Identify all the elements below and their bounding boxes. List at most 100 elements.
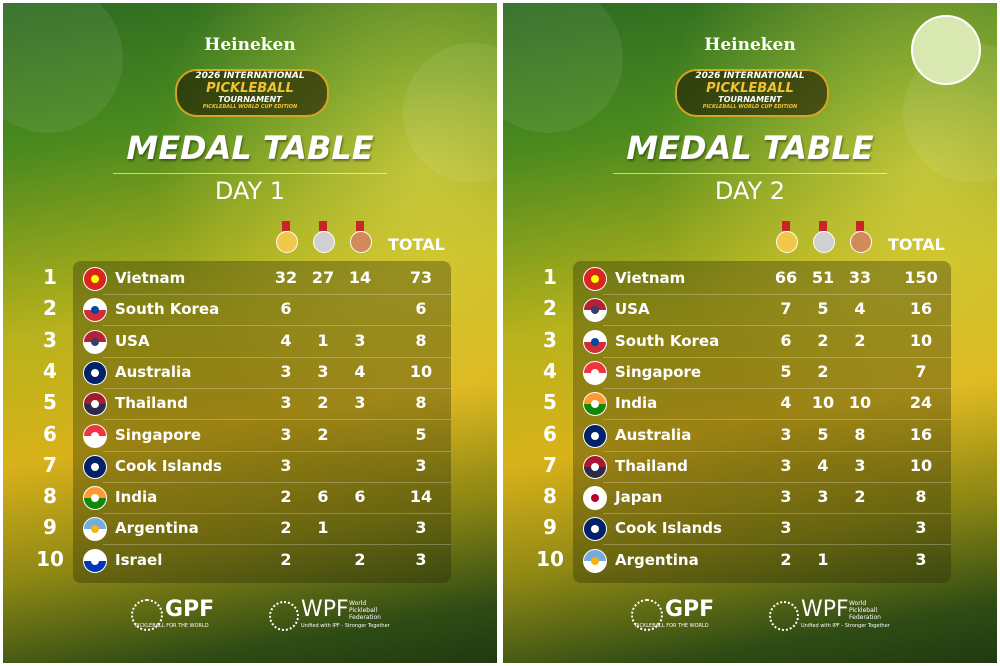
silver-count: 2 <box>317 424 329 444</box>
total-count: 150 <box>904 268 938 287</box>
country: Argentina <box>615 550 699 569</box>
total-count: 3 <box>415 518 427 538</box>
medal-ribbon <box>782 221 790 231</box>
silver-count: 27 <box>311 268 335 287</box>
gold-count: 4 <box>780 393 792 413</box>
medal-ribbon <box>856 221 864 231</box>
rank: 6 <box>43 421 57 446</box>
poster: Heineken 2026 INTERNATIONAL PICKLEBALL TOUR… <box>3 3 497 663</box>
gold-count: 7 <box>780 299 792 319</box>
rank: 3 <box>43 327 57 352</box>
flag <box>583 423 607 448</box>
rank: 7 <box>43 452 57 477</box>
bronze-count: 2 <box>854 330 866 350</box>
total-count: 3 <box>915 518 927 538</box>
flag <box>583 360 607 385</box>
total-count: 10 <box>909 330 933 350</box>
rank: 2 <box>543 296 557 321</box>
bronze-count: 4 <box>854 299 866 319</box>
rank: 4 <box>43 358 57 383</box>
silver-count: 2 <box>317 393 329 413</box>
gpf-logo: GPF <box>165 597 215 622</box>
rank: 9 <box>43 515 57 540</box>
country: USA <box>115 331 150 350</box>
total-count: 3 <box>415 549 427 569</box>
rank: 2 <box>43 296 57 321</box>
wpf-icon <box>769 601 799 631</box>
medal-icon <box>813 231 835 253</box>
silver-count: 1 <box>317 518 329 538</box>
silver-count: 4 <box>817 455 829 475</box>
logo-text: TOURNAMENT <box>718 95 782 104</box>
country: India <box>615 394 658 413</box>
wpf-icon <box>269 601 299 631</box>
silver-count: 1 <box>317 330 329 350</box>
rank: 9 <box>543 515 557 540</box>
total-count: 24 <box>909 393 933 413</box>
medal-icon <box>276 231 298 253</box>
rank: 5 <box>543 390 557 415</box>
row-separator <box>103 544 451 546</box>
brand: Heineken <box>704 35 796 55</box>
rank: 10 <box>536 546 564 571</box>
row-separator <box>603 481 951 483</box>
row-separator <box>603 544 951 546</box>
brand: Heineken <box>204 35 296 55</box>
rank: 5 <box>43 390 57 415</box>
country: Vietnam <box>615 269 686 287</box>
bronze-count: 3 <box>354 330 366 350</box>
silver-count: 10 <box>811 393 835 413</box>
badge <box>911 15 981 85</box>
gold-count: 5 <box>780 361 792 381</box>
poster: Heineken 2026 INTERNATIONAL PICKLEBALL TOUR… <box>503 3 997 663</box>
silver-count: 2 <box>817 361 829 381</box>
medal-icon <box>850 231 872 253</box>
medal-ribbon <box>819 221 827 231</box>
country: Singapore <box>615 362 702 381</box>
flag <box>83 548 107 573</box>
country: Thailand <box>615 456 688 475</box>
flag <box>583 517 607 542</box>
country: Australia <box>615 425 692 444</box>
ball-decor <box>503 3 623 133</box>
silver-count: 2 <box>817 330 829 350</box>
gold-count: 2 <box>280 549 292 569</box>
gold-count: 3 <box>780 455 792 475</box>
gpf-icon <box>131 599 163 631</box>
silver-count: 51 <box>811 268 835 287</box>
flag <box>83 517 107 542</box>
total-count: 8 <box>915 487 927 507</box>
gold-count: 4 <box>280 330 292 350</box>
gold-count: 66 <box>774 268 798 287</box>
total-count: 14 <box>409 487 433 507</box>
country: USA <box>615 300 650 319</box>
medal-ribbon <box>319 221 327 231</box>
total-count: 16 <box>909 299 933 319</box>
row-separator <box>103 481 451 483</box>
country: South Korea <box>615 331 720 350</box>
rank: 8 <box>543 484 557 509</box>
bronze-count: 33 <box>848 268 872 287</box>
row-separator <box>603 419 951 421</box>
flag <box>83 486 107 511</box>
bronze-count: 2 <box>854 487 866 507</box>
rank: 3 <box>543 327 557 352</box>
gold-count: 6 <box>780 330 792 350</box>
gold-count: 3 <box>280 393 292 413</box>
gold-count: 32 <box>274 268 298 287</box>
rank: 4 <box>543 358 557 383</box>
total-count: 10 <box>409 361 433 381</box>
country: Australia <box>115 362 192 381</box>
wpf-name: World Pickleball Federation <box>849 600 881 621</box>
gpf-icon <box>631 599 663 631</box>
flag <box>583 454 607 479</box>
country: South Korea <box>115 300 220 319</box>
country: Vietnam <box>115 269 186 287</box>
total-count: 73 <box>409 268 433 287</box>
medal-ribbon <box>282 221 290 231</box>
flag <box>583 267 607 291</box>
gold-count: 3 <box>280 455 292 475</box>
gold-count: 3 <box>280 424 292 444</box>
logo-bg <box>675 69 829 117</box>
flag <box>83 360 107 385</box>
